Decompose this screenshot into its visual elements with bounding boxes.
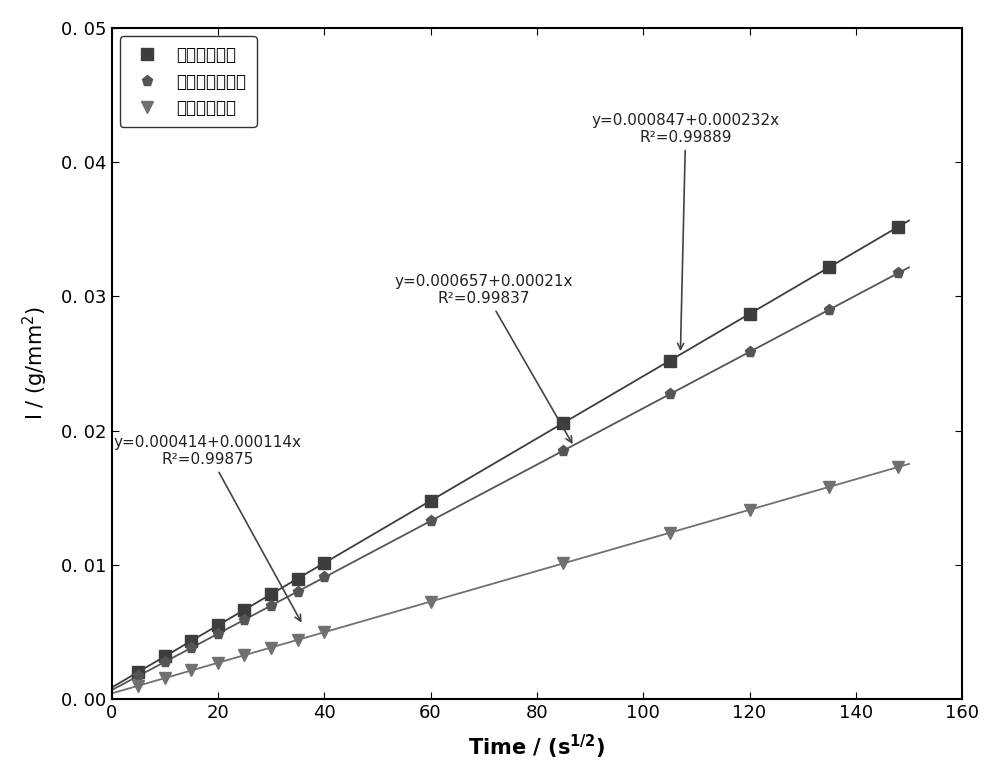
Y-axis label: I / (g/mm$^2$): I / (g/mm$^2$) xyxy=(21,307,50,421)
X-axis label: Time / ($\mathbf{s^{1/2}}$): Time / ($\mathbf{s^{1/2}}$) xyxy=(468,733,605,761)
Text: y=0.000847+0.000232x
R²=0.99889: y=0.000847+0.000232x R²=0.99889 xyxy=(592,113,780,350)
Text: y=0.000414+0.000114x
R²=0.99875: y=0.000414+0.000114x R²=0.99875 xyxy=(113,435,301,621)
Legend: 原状珊瑚骨料, 酸处理珊瑚骨料, 改性珊瑚骨料: 原状珊瑚骨料, 酸处理珊瑚骨料, 改性珊瑚骨料 xyxy=(120,36,257,127)
Text: y=0.000657+0.00021x
R²=0.99837: y=0.000657+0.00021x R²=0.99837 xyxy=(394,274,573,443)
